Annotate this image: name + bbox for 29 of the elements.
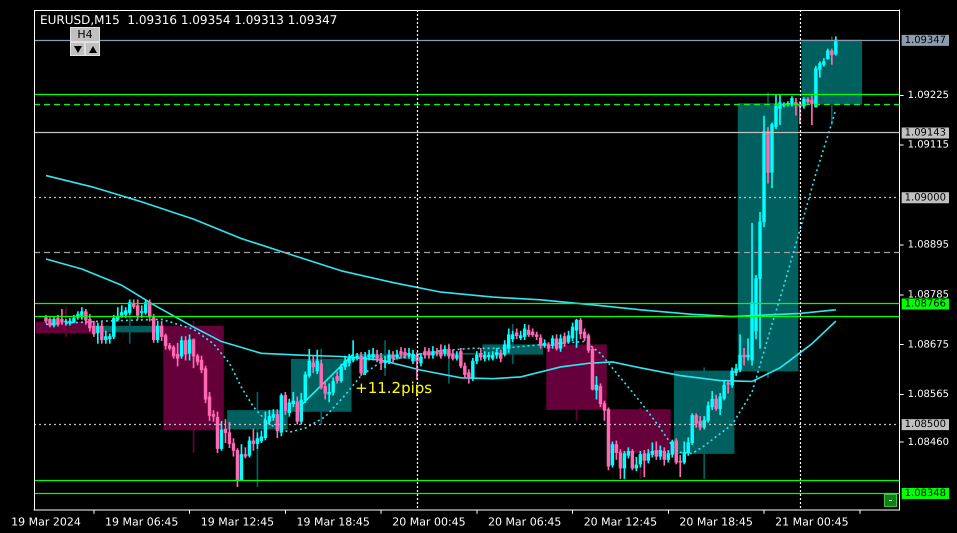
candlestick: [778, 94, 782, 126]
y-tick-label: 1.08565: [908, 389, 950, 400]
ref-line-label: 1.08766: [904, 298, 946, 310]
x-tick-label: 20 Mar 00:45: [392, 515, 466, 528]
chart-title: EURUSD,M15 1.09316 1.09354 1.09313 1.09347: [40, 13, 338, 27]
ref-line-label: 1.09143: [904, 128, 946, 139]
candlestick: [594, 376, 598, 400]
x-tick-label: 19 Mar 18:45: [296, 515, 370, 528]
timeframe-label: H4: [70, 27, 100, 42]
y-tick-label: 1.09225: [908, 90, 950, 101]
annotation: +11.2pips: [355, 379, 432, 398]
x-tick-label: 19 Mar 12:45: [200, 515, 274, 528]
x-tick-label: 20 Mar 06:45: [488, 515, 562, 528]
x-tick-label: 20 Mar 18:45: [679, 515, 753, 528]
candlestick: [742, 348, 746, 366]
ref-line-label: 1.08348: [904, 488, 946, 500]
y-tick-label: 1.08675: [908, 339, 950, 350]
ref-line-label: 1.09347: [904, 35, 946, 46]
y-tick-label: 1.08460: [908, 436, 950, 448]
y-tick-label: 1.09115: [908, 140, 950, 151]
y-tick-label: 1.08785: [908, 289, 950, 300]
x-tick-label: 20 Mar 12:45: [584, 515, 658, 528]
x-tick-label: 19 Mar 2024: [11, 515, 81, 528]
ref-line-label: 1.08500: [904, 419, 946, 430]
candlestick: [244, 447, 248, 458]
x-tick-label: 21 Mar 00:45: [775, 515, 849, 528]
y-tick-label: 1.08895: [908, 240, 950, 251]
ref-line-label: 1.09000: [904, 192, 946, 204]
x-tick-label: 19 Mar 06:45: [104, 515, 178, 528]
